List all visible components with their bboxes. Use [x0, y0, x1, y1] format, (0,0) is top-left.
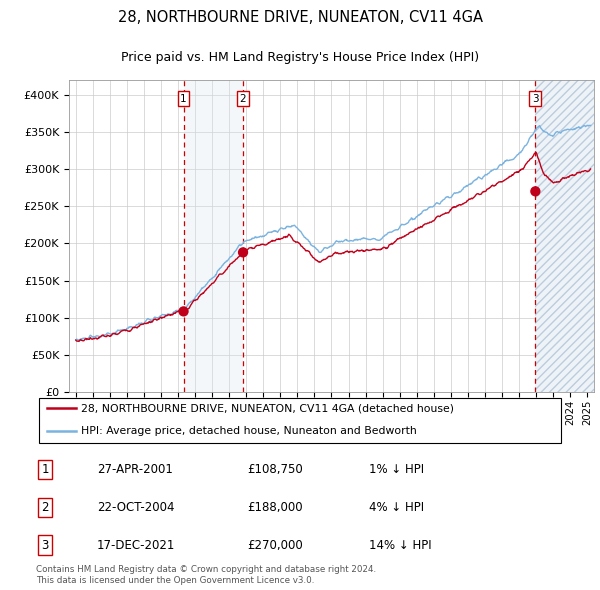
Text: 1: 1: [41, 463, 49, 476]
Text: 27-APR-2001: 27-APR-2001: [97, 463, 173, 476]
Text: 3: 3: [41, 539, 49, 552]
Text: £108,750: £108,750: [247, 463, 303, 476]
Bar: [184, 80, 243, 392]
Text: 2: 2: [41, 501, 49, 514]
Bar: [535, 80, 594, 392]
Text: Contains HM Land Registry data © Crown copyright and database right 2024.
This d: Contains HM Land Registry data © Crown c…: [36, 565, 376, 585]
Text: 1: 1: [180, 94, 187, 104]
Text: 28, NORTHBOURNE DRIVE, NUNEATON, CV11 4GA (detached house): 28, NORTHBOURNE DRIVE, NUNEATON, CV11 4G…: [81, 404, 454, 414]
Point: [530, 186, 540, 196]
Text: 22-OCT-2004: 22-OCT-2004: [97, 501, 174, 514]
Text: £270,000: £270,000: [247, 539, 303, 552]
Text: 14% ↓ HPI: 14% ↓ HPI: [368, 539, 431, 552]
Point: [238, 248, 248, 257]
Text: Price paid vs. HM Land Registry's House Price Index (HPI): Price paid vs. HM Land Registry's House …: [121, 51, 479, 64]
Point: [179, 307, 188, 316]
Text: 1% ↓ HPI: 1% ↓ HPI: [368, 463, 424, 476]
Text: 17-DEC-2021: 17-DEC-2021: [97, 539, 175, 552]
Text: £188,000: £188,000: [247, 501, 303, 514]
Text: 2: 2: [240, 94, 247, 104]
Text: HPI: Average price, detached house, Nuneaton and Bedworth: HPI: Average price, detached house, Nune…: [81, 427, 416, 437]
Bar: [535, 80, 594, 392]
FancyBboxPatch shape: [38, 398, 562, 443]
Text: 4% ↓ HPI: 4% ↓ HPI: [368, 501, 424, 514]
Text: 28, NORTHBOURNE DRIVE, NUNEATON, CV11 4GA: 28, NORTHBOURNE DRIVE, NUNEATON, CV11 4G…: [118, 10, 482, 25]
Text: 3: 3: [532, 94, 539, 104]
